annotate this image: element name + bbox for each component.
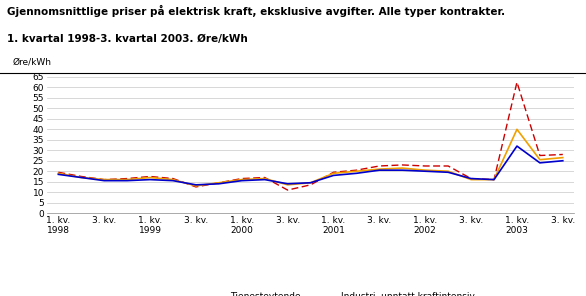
Tjenesteytende
næringer — [559, 156, 566, 159]
Industri, unntatt kraftintensiv
industri og treforedling — [55, 173, 62, 176]
Husholdninger — [559, 153, 566, 156]
Tjenesteytende
næringer — [124, 178, 131, 181]
Industri, unntatt kraftintensiv
industri og treforedling — [536, 161, 543, 165]
Industri, unntatt kraftintensiv
industri og treforedling — [513, 144, 520, 148]
Tjenesteytende
næringer — [78, 176, 85, 179]
Husholdninger — [55, 170, 62, 174]
Husholdninger — [376, 164, 383, 168]
Line: Tjenesteytende
næringer: Tjenesteytende næringer — [59, 129, 563, 186]
Husholdninger — [169, 177, 176, 180]
Legend: Husholdninger, Tjenesteytende
næringer, Industri, unntatt kraftintensiv
industri: Husholdninger, Tjenesteytende næringer, … — [90, 288, 479, 296]
Husholdninger — [490, 178, 498, 181]
Husholdninger — [468, 177, 475, 180]
Tjenesteytende
næringer — [513, 128, 520, 131]
Industri, unntatt kraftintensiv
industri og treforedling — [353, 172, 360, 175]
Industri, unntatt kraftintensiv
industri og treforedling — [146, 178, 154, 181]
Industri, unntatt kraftintensiv
industri og treforedling — [445, 170, 452, 174]
Tjenesteytende
næringer — [468, 178, 475, 181]
Industri, unntatt kraftintensiv
industri og treforedling — [169, 179, 176, 182]
Industri, unntatt kraftintensiv
industri og treforedling — [422, 169, 429, 173]
Husholdninger — [445, 164, 452, 168]
Husholdninger — [261, 176, 268, 179]
Tjenesteytende
næringer — [536, 158, 543, 162]
Husholdninger — [536, 154, 543, 157]
Tjenesteytende
næringer — [146, 176, 154, 179]
Tjenesteytende
næringer — [376, 167, 383, 171]
Husholdninger — [146, 175, 154, 178]
Tjenesteytende
næringer — [490, 178, 498, 181]
Tjenesteytende
næringer — [284, 183, 291, 186]
Tjenesteytende
næringer — [169, 178, 176, 181]
Tjenesteytende
næringer — [353, 169, 360, 173]
Industri, unntatt kraftintensiv
industri og treforedling — [490, 178, 498, 181]
Tjenesteytende
næringer — [261, 177, 268, 180]
Industri, unntatt kraftintensiv
industri og treforedling — [284, 182, 291, 186]
Industri, unntatt kraftintensiv
industri og treforedling — [376, 168, 383, 172]
Husholdninger — [399, 163, 406, 167]
Tjenesteytende
næringer — [422, 168, 429, 172]
Husholdninger — [330, 170, 337, 174]
Tjenesteytende
næringer — [55, 172, 62, 175]
Husholdninger — [284, 188, 291, 192]
Tjenesteytende
næringer — [445, 169, 452, 173]
Husholdninger — [215, 181, 222, 184]
Husholdninger — [513, 81, 520, 84]
Industri, unntatt kraftintensiv
industri og treforedling — [307, 181, 314, 184]
Line: Husholdninger: Husholdninger — [59, 82, 563, 190]
Industri, unntatt kraftintensiv
industri og treforedling — [399, 168, 406, 172]
Industri, unntatt kraftintensiv
industri og treforedling — [192, 183, 199, 186]
Husholdninger — [78, 175, 85, 178]
Industri, unntatt kraftintensiv
industri og treforedling — [124, 179, 131, 182]
Husholdninger — [422, 164, 429, 168]
Industri, unntatt kraftintensiv
industri og treforedling — [330, 174, 337, 177]
Tjenesteytende
næringer — [239, 178, 246, 181]
Husholdninger — [353, 168, 360, 172]
Industri, unntatt kraftintensiv
industri og treforedling — [78, 176, 85, 179]
Husholdninger — [239, 177, 246, 180]
Text: Gjennomsnittlige priser på elektrisk kraft, eksklusive avgifter. Alle typer kont: Gjennomsnittlige priser på elektrisk kra… — [7, 4, 505, 17]
Tjenesteytende
næringer — [215, 181, 222, 184]
Text: Øre/kWh: Øre/kWh — [13, 57, 52, 66]
Industri, unntatt kraftintensiv
industri og treforedling — [215, 182, 222, 186]
Text: 1. kvartal 1998-3. kvartal 2003. Øre/kWh: 1. kvartal 1998-3. kvartal 2003. Øre/kWh — [7, 34, 248, 44]
Husholdninger — [307, 183, 314, 186]
Tjenesteytende
næringer — [101, 178, 108, 181]
Husholdninger — [124, 177, 131, 180]
Industri, unntatt kraftintensiv
industri og treforedling — [261, 178, 268, 181]
Husholdninger — [101, 178, 108, 181]
Husholdninger — [192, 185, 199, 189]
Industri, unntatt kraftintensiv
industri og treforedling — [559, 159, 566, 163]
Industri, unntatt kraftintensiv
industri og treforedling — [468, 177, 475, 180]
Tjenesteytende
næringer — [330, 172, 337, 175]
Tjenesteytende
næringer — [399, 166, 406, 170]
Tjenesteytende
næringer — [307, 181, 314, 184]
Tjenesteytende
næringer — [192, 184, 199, 188]
Industri, unntatt kraftintensiv
industri og treforedling — [239, 179, 246, 182]
Line: Industri, unntatt kraftintensiv
industri og treforedling: Industri, unntatt kraftintensiv industri… — [59, 146, 563, 185]
Industri, unntatt kraftintensiv
industri og treforedling — [101, 179, 108, 182]
